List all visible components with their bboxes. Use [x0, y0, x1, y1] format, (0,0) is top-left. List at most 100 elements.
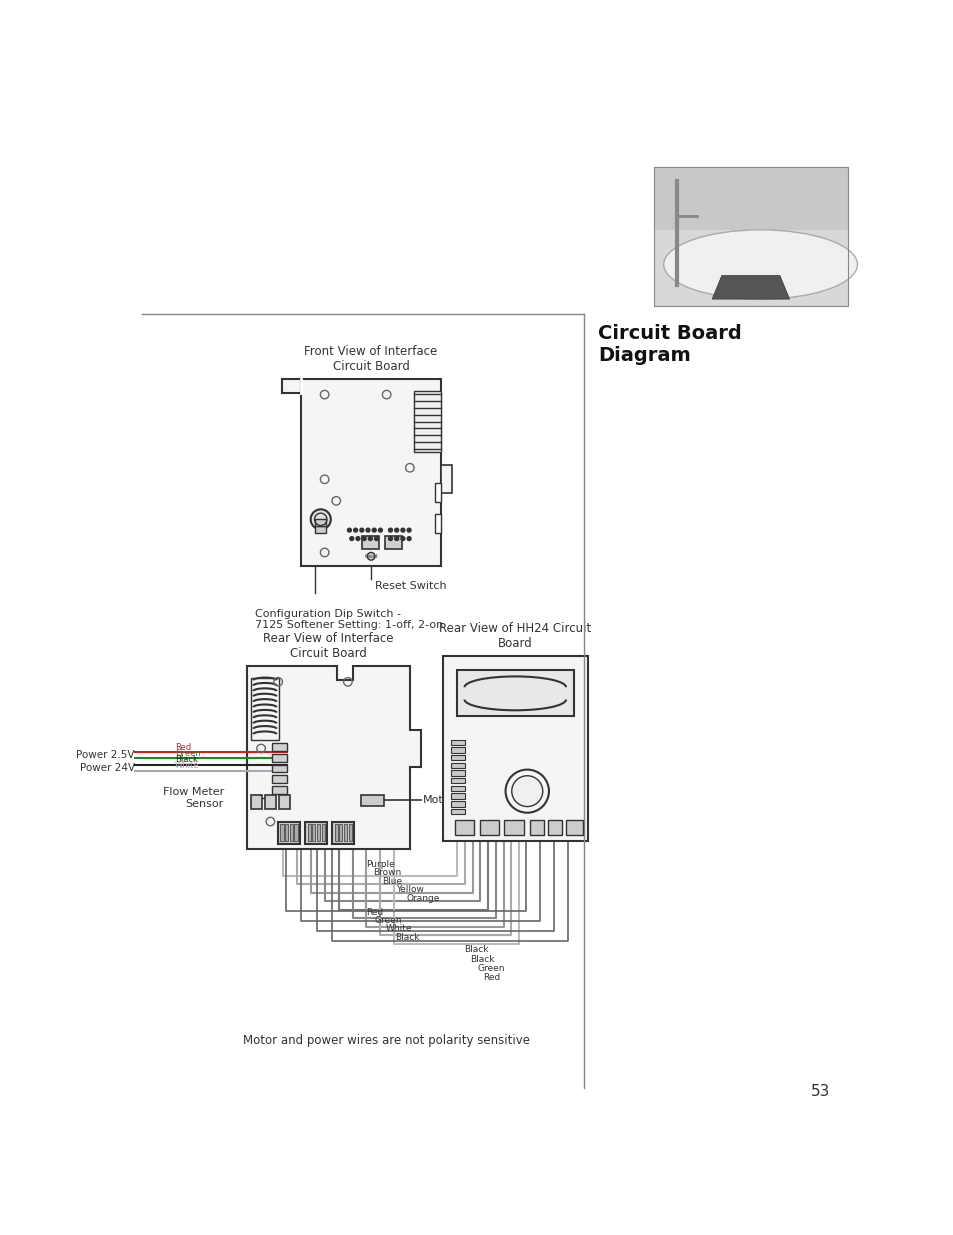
Bar [312, 824, 315, 841]
Text: Purple: Purple [365, 860, 394, 868]
Bar [440, 466, 452, 493]
Bar [294, 824, 297, 841]
Bar [451, 785, 464, 792]
Text: Red: Red [365, 908, 382, 916]
Bar [305, 823, 327, 844]
Circle shape [372, 529, 375, 532]
Bar [530, 820, 543, 835]
Text: 53: 53 [810, 1084, 829, 1099]
Text: Blue: Blue [381, 877, 401, 885]
Bar [451, 740, 464, 745]
Circle shape [311, 509, 331, 530]
Circle shape [350, 537, 354, 541]
Text: Brown: Brown [373, 868, 401, 877]
Bar [443, 656, 587, 841]
Text: Flow Meter
Sensor: Flow Meter Sensor [162, 787, 224, 809]
Circle shape [511, 776, 542, 806]
Text: Black: Black [464, 945, 488, 953]
Circle shape [366, 529, 370, 532]
Text: White: White [385, 925, 412, 934]
Text: Black: Black [395, 932, 419, 942]
Circle shape [407, 529, 411, 532]
Text: White: White [174, 761, 199, 769]
Bar [315, 520, 326, 526]
Bar [251, 795, 261, 809]
Bar [414, 390, 440, 452]
Bar [451, 793, 464, 799]
Bar [272, 776, 287, 783]
Bar [566, 820, 583, 835]
Bar [361, 536, 378, 548]
Text: Red: Red [483, 973, 500, 982]
Circle shape [367, 552, 375, 561]
Bar [451, 747, 464, 752]
Bar [315, 526, 326, 534]
Circle shape [359, 529, 363, 532]
Bar [435, 483, 440, 503]
Bar [335, 824, 337, 841]
Bar [385, 536, 402, 548]
Circle shape [368, 537, 372, 541]
Bar [451, 802, 464, 806]
Text: Green: Green [174, 748, 200, 758]
Text: Black: Black [470, 955, 495, 963]
Bar [285, 824, 288, 841]
Bar [282, 379, 301, 393]
Text: Diagram: Diagram [598, 346, 690, 366]
Bar [360, 795, 383, 805]
Bar [455, 820, 474, 835]
Circle shape [378, 529, 382, 532]
Circle shape [362, 537, 366, 541]
Bar [654, 168, 847, 306]
Text: Rear View of Interface
Circuit Board: Rear View of Interface Circuit Board [263, 632, 394, 661]
Bar [278, 823, 299, 844]
Text: Red: Red [174, 742, 191, 752]
Text: Rear View of HH24 Circuit
Board: Rear View of HH24 Circuit Board [438, 622, 591, 651]
Text: Black: Black [174, 755, 197, 763]
Bar [321, 824, 324, 841]
Text: Orange: Orange [406, 894, 439, 903]
Bar [290, 824, 293, 841]
Circle shape [395, 537, 398, 541]
Ellipse shape [663, 230, 857, 299]
Bar [251, 678, 278, 740]
Text: Yellow: Yellow [395, 885, 423, 894]
Circle shape [400, 537, 404, 541]
Bar [451, 809, 464, 814]
Text: Reset Switch: Reset Switch [375, 580, 446, 590]
Text: Power 2.5V: Power 2.5V [76, 751, 134, 761]
Bar [332, 823, 354, 844]
Bar [272, 787, 287, 794]
Bar [339, 824, 342, 841]
Bar [504, 820, 523, 835]
Circle shape [388, 529, 392, 532]
Circle shape [400, 529, 404, 532]
Circle shape [395, 529, 398, 532]
Circle shape [407, 537, 411, 541]
Bar [307, 824, 311, 841]
Text: Green: Green [375, 916, 402, 925]
Bar [456, 671, 574, 716]
Text: Motor and power wires are not polarity sensitive: Motor and power wires are not polarity s… [243, 1034, 530, 1047]
Bar [301, 379, 440, 566]
Bar [348, 824, 352, 841]
Text: Front View of Interface
Circuit Board: Front View of Interface Circuit Board [304, 345, 437, 373]
Bar [344, 824, 347, 841]
Text: Circuit Board: Circuit Board [598, 324, 741, 343]
Circle shape [355, 537, 359, 541]
Text: Power 24V: Power 24V [79, 763, 134, 773]
Bar [280, 824, 283, 841]
Circle shape [347, 529, 351, 532]
Bar [654, 168, 847, 306]
Circle shape [388, 537, 392, 541]
Bar [265, 795, 275, 809]
Bar [451, 778, 464, 783]
Bar [272, 743, 287, 751]
Bar [435, 514, 440, 534]
Text: Configuration Dip Switch -
7125 Softener Setting: 1-off, 2-on: Configuration Dip Switch - 7125 Softener… [254, 609, 442, 630]
Bar [272, 764, 287, 772]
Bar [654, 230, 847, 306]
Bar [547, 820, 561, 835]
Bar [451, 763, 464, 768]
Bar [316, 824, 319, 841]
